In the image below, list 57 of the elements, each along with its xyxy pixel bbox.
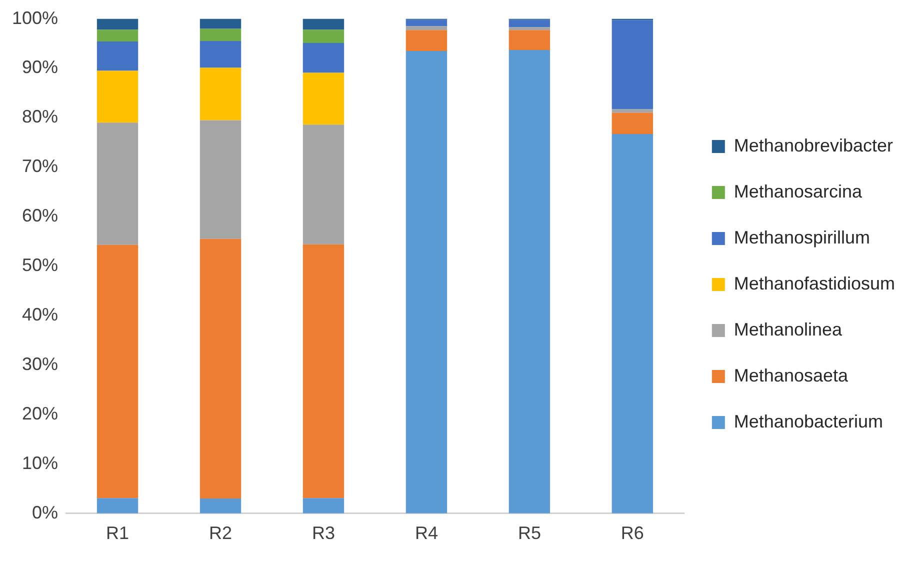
bar: [96, 498, 138, 514]
bar: [200, 28, 242, 42]
y-tick-label: 20%: [22, 403, 58, 424]
bar: [200, 41, 242, 68]
legend-label: Methanofastidiosum: [734, 273, 896, 294]
y-tick-label: 0%: [32, 502, 58, 522]
legend-label: Methanobrevibacter: [734, 135, 894, 156]
bar: [200, 68, 242, 120]
bar: [612, 134, 654, 514]
bar: [508, 27, 550, 30]
legend-label: Methanospirillum: [734, 227, 870, 248]
legend-label: Methanobacterium: [734, 411, 884, 432]
bar: [302, 18, 344, 30]
bar: [302, 498, 344, 514]
y-tick-label: 50%: [22, 255, 58, 276]
bar: [96, 30, 138, 42]
x-tick-label: R6: [620, 523, 644, 544]
bar: [302, 72, 344, 125]
bar: [200, 120, 242, 239]
bar: [302, 43, 344, 73]
bar: [508, 20, 550, 28]
bar: [96, 122, 138, 245]
bar: [406, 20, 448, 26]
y-tick-label: 10%: [22, 452, 58, 473]
bar: [96, 70, 138, 123]
legend-label: Methanosarcina: [734, 181, 863, 202]
bar: [508, 50, 550, 514]
bar: [96, 18, 138, 30]
bar: [302, 244, 344, 498]
x-tick-label: R1: [106, 523, 130, 544]
bar: [406, 30, 448, 51]
legend-label: Methanolinea: [734, 319, 843, 340]
bar: [302, 30, 344, 44]
bar: [200, 238, 242, 499]
y-tick-label: 70%: [22, 156, 58, 176]
bar: [302, 124, 344, 244]
bar: [96, 244, 138, 498]
legend-label: Methanosaeta: [734, 365, 849, 386]
bar: [508, 30, 550, 50]
y-tick-label: 40%: [22, 304, 58, 325]
y-tick-label: 90%: [22, 57, 58, 78]
x-tick-label: R4: [414, 523, 438, 544]
bar: [612, 112, 654, 134]
x-tick-label: R5: [518, 523, 541, 544]
bar: [612, 109, 654, 113]
y-tick-label: 60%: [22, 206, 58, 226]
x-tick-label: R2: [209, 523, 232, 544]
bar: [200, 498, 242, 514]
y-tick-label: 30%: [22, 354, 58, 374]
y-tick-label: 80%: [22, 106, 58, 127]
bar: [406, 26, 448, 30]
x-tick-label: R3: [312, 523, 335, 544]
y-tick-label: 100%: [12, 8, 58, 28]
bar: [406, 50, 448, 514]
bar: [200, 18, 242, 29]
bar: [612, 20, 654, 110]
bar: [96, 42, 138, 71]
